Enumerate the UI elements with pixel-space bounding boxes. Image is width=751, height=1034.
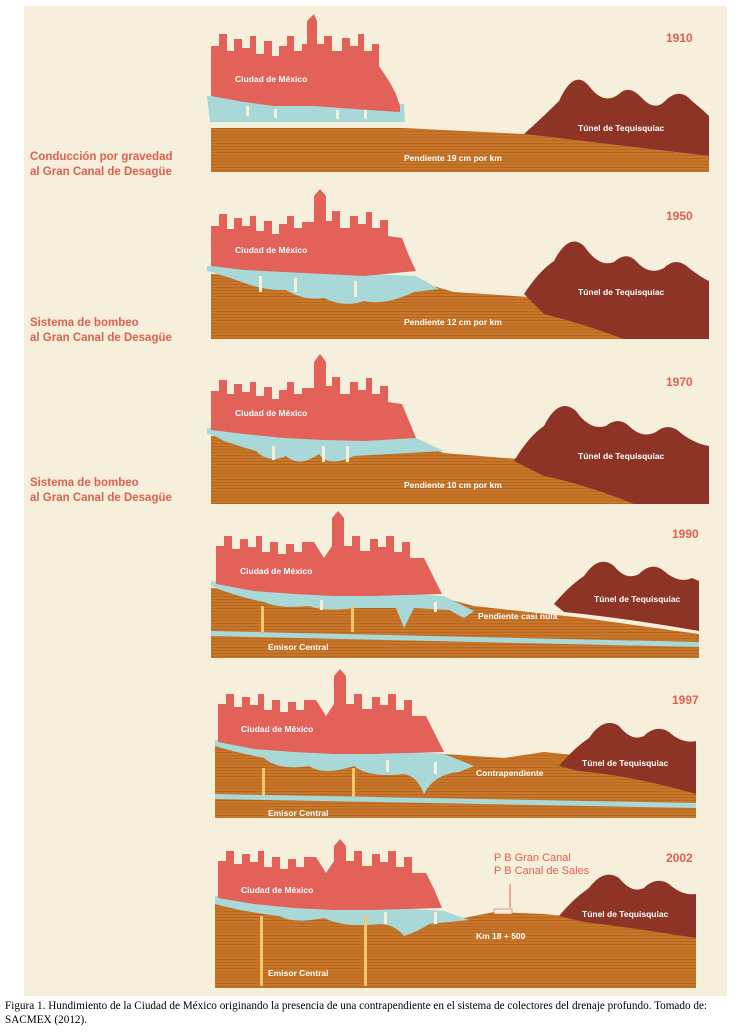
pipe-marker: [364, 110, 367, 119]
pipe-marker: [346, 446, 349, 462]
tunnel-label: Túnel de Tequisquiac: [578, 123, 665, 133]
pipe-marker: [320, 600, 323, 610]
side-label-line: Sistema de bombeo: [30, 477, 139, 489]
pipe-marker: [274, 109, 277, 118]
city-label: Ciudad de México: [241, 885, 314, 895]
tunnel-hills: [524, 79, 709, 156]
subsidence-infographic: 1910 Conducción por gravedad al Gran Can…: [24, 6, 727, 996]
side-label: Sistema de bombeo al Gran Canal de Desag…: [30, 476, 172, 506]
pipe-column: [364, 916, 367, 986]
panel-1970-scene: [207, 354, 709, 504]
tunnel-label: Túnel de Tequisquiac: [578, 287, 665, 297]
pipe-column: [351, 606, 354, 632]
pipe-marker: [384, 912, 387, 924]
year-label: 1910: [666, 31, 693, 45]
slope-label: Km 18 + 500: [476, 931, 526, 941]
year-label: 2002: [666, 851, 693, 865]
city-skyline: [211, 354, 416, 441]
tunnel-hills: [559, 722, 696, 794]
side-label: Conducción por gravedad al Gran Canal de…: [30, 150, 173, 180]
pipe-marker: [386, 760, 389, 772]
city-skyline: [216, 511, 442, 596]
pipe-marker: [336, 110, 339, 119]
year-label: 1950: [666, 209, 693, 223]
panel-1990-scene: [211, 511, 699, 658]
year-label: 1970: [666, 375, 693, 389]
water-layer: [215, 740, 474, 794]
ground: [215, 901, 696, 988]
pump-station-label: P B Gran Canal: [494, 852, 571, 864]
emisor-label: Emisor Central: [268, 642, 329, 652]
city-label: Ciudad de México: [240, 566, 313, 576]
city-label: Ciudad de México: [235, 74, 308, 84]
year-label: 1997: [672, 693, 699, 707]
emisor-pipe: [211, 631, 699, 647]
pipe-marker: [246, 106, 249, 116]
water-layer: [211, 581, 474, 628]
city-skyline: [211, 14, 400, 112]
tunnel-hills: [524, 241, 709, 339]
panel-1997-scene: [215, 669, 696, 818]
figure-caption: Figura 1. Hundimiento de la Ciudad de Mé…: [5, 1000, 708, 1026]
year-label: 1990: [672, 527, 699, 541]
water-layer: [207, 266, 439, 304]
pipe-marker: [354, 281, 357, 297]
infographic-artwork: [207, 14, 709, 988]
tunnel-hills: [514, 406, 709, 504]
slope-label: Contrapendiente: [476, 768, 544, 778]
panel-1910-scene: [207, 14, 709, 172]
side-label-line: al Gran Canal de Desagüe: [30, 492, 172, 504]
pipe-marker: [434, 762, 437, 774]
emisor-label: Emisor Central: [268, 808, 329, 818]
emisor-pipe: [215, 794, 696, 808]
city-label: Ciudad de México: [241, 724, 314, 734]
pipe-column: [262, 768, 265, 800]
city-skyline: [218, 839, 442, 910]
slope-label: Pendiente casi nula: [478, 611, 558, 621]
side-label-line: al Gran Canal de Desagüe: [30, 166, 172, 178]
side-label: Sistema de bombeo al Gran Canal de Desag…: [30, 316, 172, 346]
side-label-line: Conducción por gravedad: [30, 151, 173, 163]
slope-label: Pendiente 19 cm por km: [404, 153, 502, 163]
pipe-column: [352, 768, 355, 800]
pump-station-labels: P B Gran Canal P B Canal de Sales: [494, 852, 589, 878]
pipe-marker: [259, 276, 262, 292]
pipe-marker: [294, 278, 297, 292]
side-label-line: Sistema de bombeo: [30, 317, 139, 329]
tunnel-label: Túnel de Tequisquiac: [582, 758, 669, 768]
pump-station-marker: [493, 908, 513, 915]
city-skyline: [218, 669, 444, 754]
side-label-line: al Gran Canal de Desagüe: [30, 332, 172, 344]
pipe-column: [261, 606, 264, 632]
pipe-marker: [434, 602, 437, 612]
panel-2002-scene: [215, 839, 696, 988]
tunnel-label: Túnel de Tequisquiac: [594, 594, 681, 604]
water-layer: [207, 428, 444, 462]
tunnel-label: Túnel de Tequisquiac: [578, 451, 665, 461]
pipe-marker: [272, 446, 275, 460]
panel-1950-scene: [207, 189, 709, 339]
pipe-marker: [322, 446, 325, 462]
ground: [211, 128, 709, 172]
pump-station-label: P B Canal de Sales: [494, 865, 590, 877]
city-label: Ciudad de México: [235, 408, 308, 418]
slope-label: Pendiente 10 cm por km: [404, 480, 502, 490]
pipe-column: [260, 916, 263, 986]
emisor-label: Emisor Central: [268, 968, 329, 978]
city-label: Ciudad de México: [235, 245, 308, 255]
tunnel-hills: [554, 561, 699, 631]
slope-label: Pendiente 12 cm por km: [404, 317, 502, 327]
city-skyline: [211, 189, 416, 276]
tunnel-hills: [559, 874, 696, 938]
tunnel-label: Túnel de Tequisquiac: [582, 909, 669, 919]
pipe-marker: [434, 912, 437, 924]
